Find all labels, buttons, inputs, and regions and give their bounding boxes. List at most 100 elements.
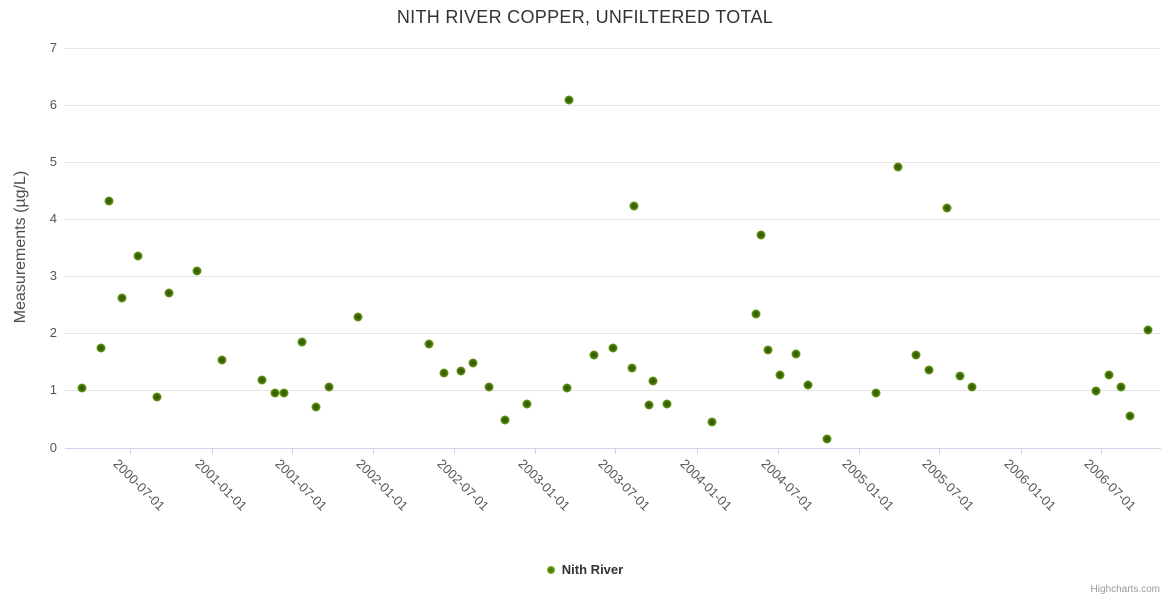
data-point[interactable] xyxy=(967,382,977,392)
x-axis-tick xyxy=(778,448,779,454)
y-axis-label: 7 xyxy=(49,40,57,55)
gridline xyxy=(65,48,1160,49)
series-marker-icon xyxy=(546,565,555,574)
data-point[interactable] xyxy=(1104,370,1114,380)
gridline xyxy=(65,162,1160,163)
data-point[interactable] xyxy=(1116,382,1126,392)
data-point[interactable] xyxy=(871,388,881,398)
y-axis-label: 2 xyxy=(49,325,57,340)
y-axis-label: 0 xyxy=(49,440,57,455)
data-point[interactable] xyxy=(424,339,434,349)
data-point[interactable] xyxy=(942,203,952,213)
y-axis-label: 3 xyxy=(49,268,57,283)
data-point[interactable] xyxy=(608,343,618,353)
data-point[interactable] xyxy=(564,95,574,105)
x-axis-label: 2004-07-01 xyxy=(758,456,817,514)
x-axis-label: 2004-01-01 xyxy=(677,456,736,514)
legend: Nith River xyxy=(0,562,1170,577)
y-axis-label: 5 xyxy=(49,154,57,169)
x-axis-label: 2001-01-01 xyxy=(192,456,251,514)
x-axis-tick xyxy=(1101,448,1102,454)
x-axis-tick xyxy=(373,448,374,454)
data-point[interactable] xyxy=(133,251,143,261)
data-point[interactable] xyxy=(522,399,532,409)
data-point[interactable] xyxy=(152,392,162,402)
x-axis-label: 2005-07-01 xyxy=(919,456,978,514)
x-axis-label: 2002-01-01 xyxy=(353,456,412,514)
x-axis-tick xyxy=(454,448,455,454)
data-point[interactable] xyxy=(822,434,832,444)
data-point[interactable] xyxy=(164,288,174,298)
data-point[interactable] xyxy=(96,343,106,353)
gridline xyxy=(65,219,1160,220)
data-point[interactable] xyxy=(117,293,127,303)
legend-item-nith-river[interactable]: Nith River xyxy=(546,562,624,577)
y-axis-label: 4 xyxy=(49,211,57,226)
data-point[interactable] xyxy=(456,366,466,376)
x-axis-label: 2003-01-01 xyxy=(515,456,574,514)
x-axis-tick xyxy=(130,448,131,454)
data-point[interactable] xyxy=(311,402,321,412)
data-point[interactable] xyxy=(791,349,801,359)
x-axis-tick xyxy=(535,448,536,454)
y-axis-title-text: Measurements (µg/L) xyxy=(12,170,29,324)
data-point[interactable] xyxy=(192,266,202,276)
gridline xyxy=(65,390,1160,391)
x-axis-label: 2000-07-01 xyxy=(110,456,169,514)
data-point[interactable] xyxy=(297,337,307,347)
highcharts-credits-link[interactable]: Highcharts.com xyxy=(1090,584,1160,595)
data-point[interactable] xyxy=(662,399,672,409)
data-point[interactable] xyxy=(955,371,965,381)
x-axis-tick xyxy=(1021,448,1022,454)
data-point[interactable] xyxy=(648,376,658,386)
data-point[interactable] xyxy=(756,230,766,240)
data-point[interactable] xyxy=(484,382,494,392)
x-axis-tick xyxy=(292,448,293,454)
data-point[interactable] xyxy=(803,380,813,390)
data-point[interactable] xyxy=(500,415,510,425)
data-point[interactable] xyxy=(893,162,903,172)
data-point[interactable] xyxy=(589,350,599,360)
x-axis-label: 2005-01-01 xyxy=(839,456,898,514)
x-axis-line xyxy=(65,448,1161,449)
data-point[interactable] xyxy=(775,370,785,380)
x-axis-tick xyxy=(212,448,213,454)
data-point[interactable] xyxy=(468,358,478,368)
data-point[interactable] xyxy=(257,375,267,385)
data-point[interactable] xyxy=(644,400,654,410)
data-point[interactable] xyxy=(77,383,87,393)
data-point[interactable] xyxy=(439,368,449,378)
data-point[interactable] xyxy=(911,350,921,360)
data-point[interactable] xyxy=(324,382,334,392)
legend-item-label: Nith River xyxy=(561,562,624,577)
data-point[interactable] xyxy=(627,363,637,373)
data-point[interactable] xyxy=(1143,325,1153,335)
data-point[interactable] xyxy=(217,355,227,365)
data-point[interactable] xyxy=(763,345,773,355)
x-axis-label: 2003-07-01 xyxy=(595,456,654,514)
data-point[interactable] xyxy=(629,201,639,211)
data-point[interactable] xyxy=(104,196,114,206)
data-point[interactable] xyxy=(270,388,280,398)
gridline xyxy=(65,276,1160,277)
gridline xyxy=(65,105,1160,106)
x-axis-tick xyxy=(939,448,940,454)
x-axis-label: 2001-07-01 xyxy=(272,456,331,514)
x-axis-label: 2006-07-01 xyxy=(1081,456,1140,514)
data-point[interactable] xyxy=(1125,411,1135,421)
x-axis-label: 2002-07-01 xyxy=(434,456,493,514)
data-point[interactable] xyxy=(353,312,363,322)
data-point[interactable] xyxy=(562,383,572,393)
data-point[interactable] xyxy=(1091,386,1101,396)
x-axis-label: 2006-01-01 xyxy=(1001,456,1060,514)
data-point[interactable] xyxy=(751,309,761,319)
y-axis-label: 1 xyxy=(49,382,57,397)
data-point[interactable] xyxy=(924,365,934,375)
gridline xyxy=(65,333,1160,334)
data-point[interactable] xyxy=(707,417,717,427)
y-axis-label: 6 xyxy=(49,97,57,112)
data-point[interactable] xyxy=(279,388,289,398)
x-axis-tick xyxy=(615,448,616,454)
chart-title: NITH RIVER COPPER, UNFILTERED TOTAL xyxy=(396,7,774,27)
